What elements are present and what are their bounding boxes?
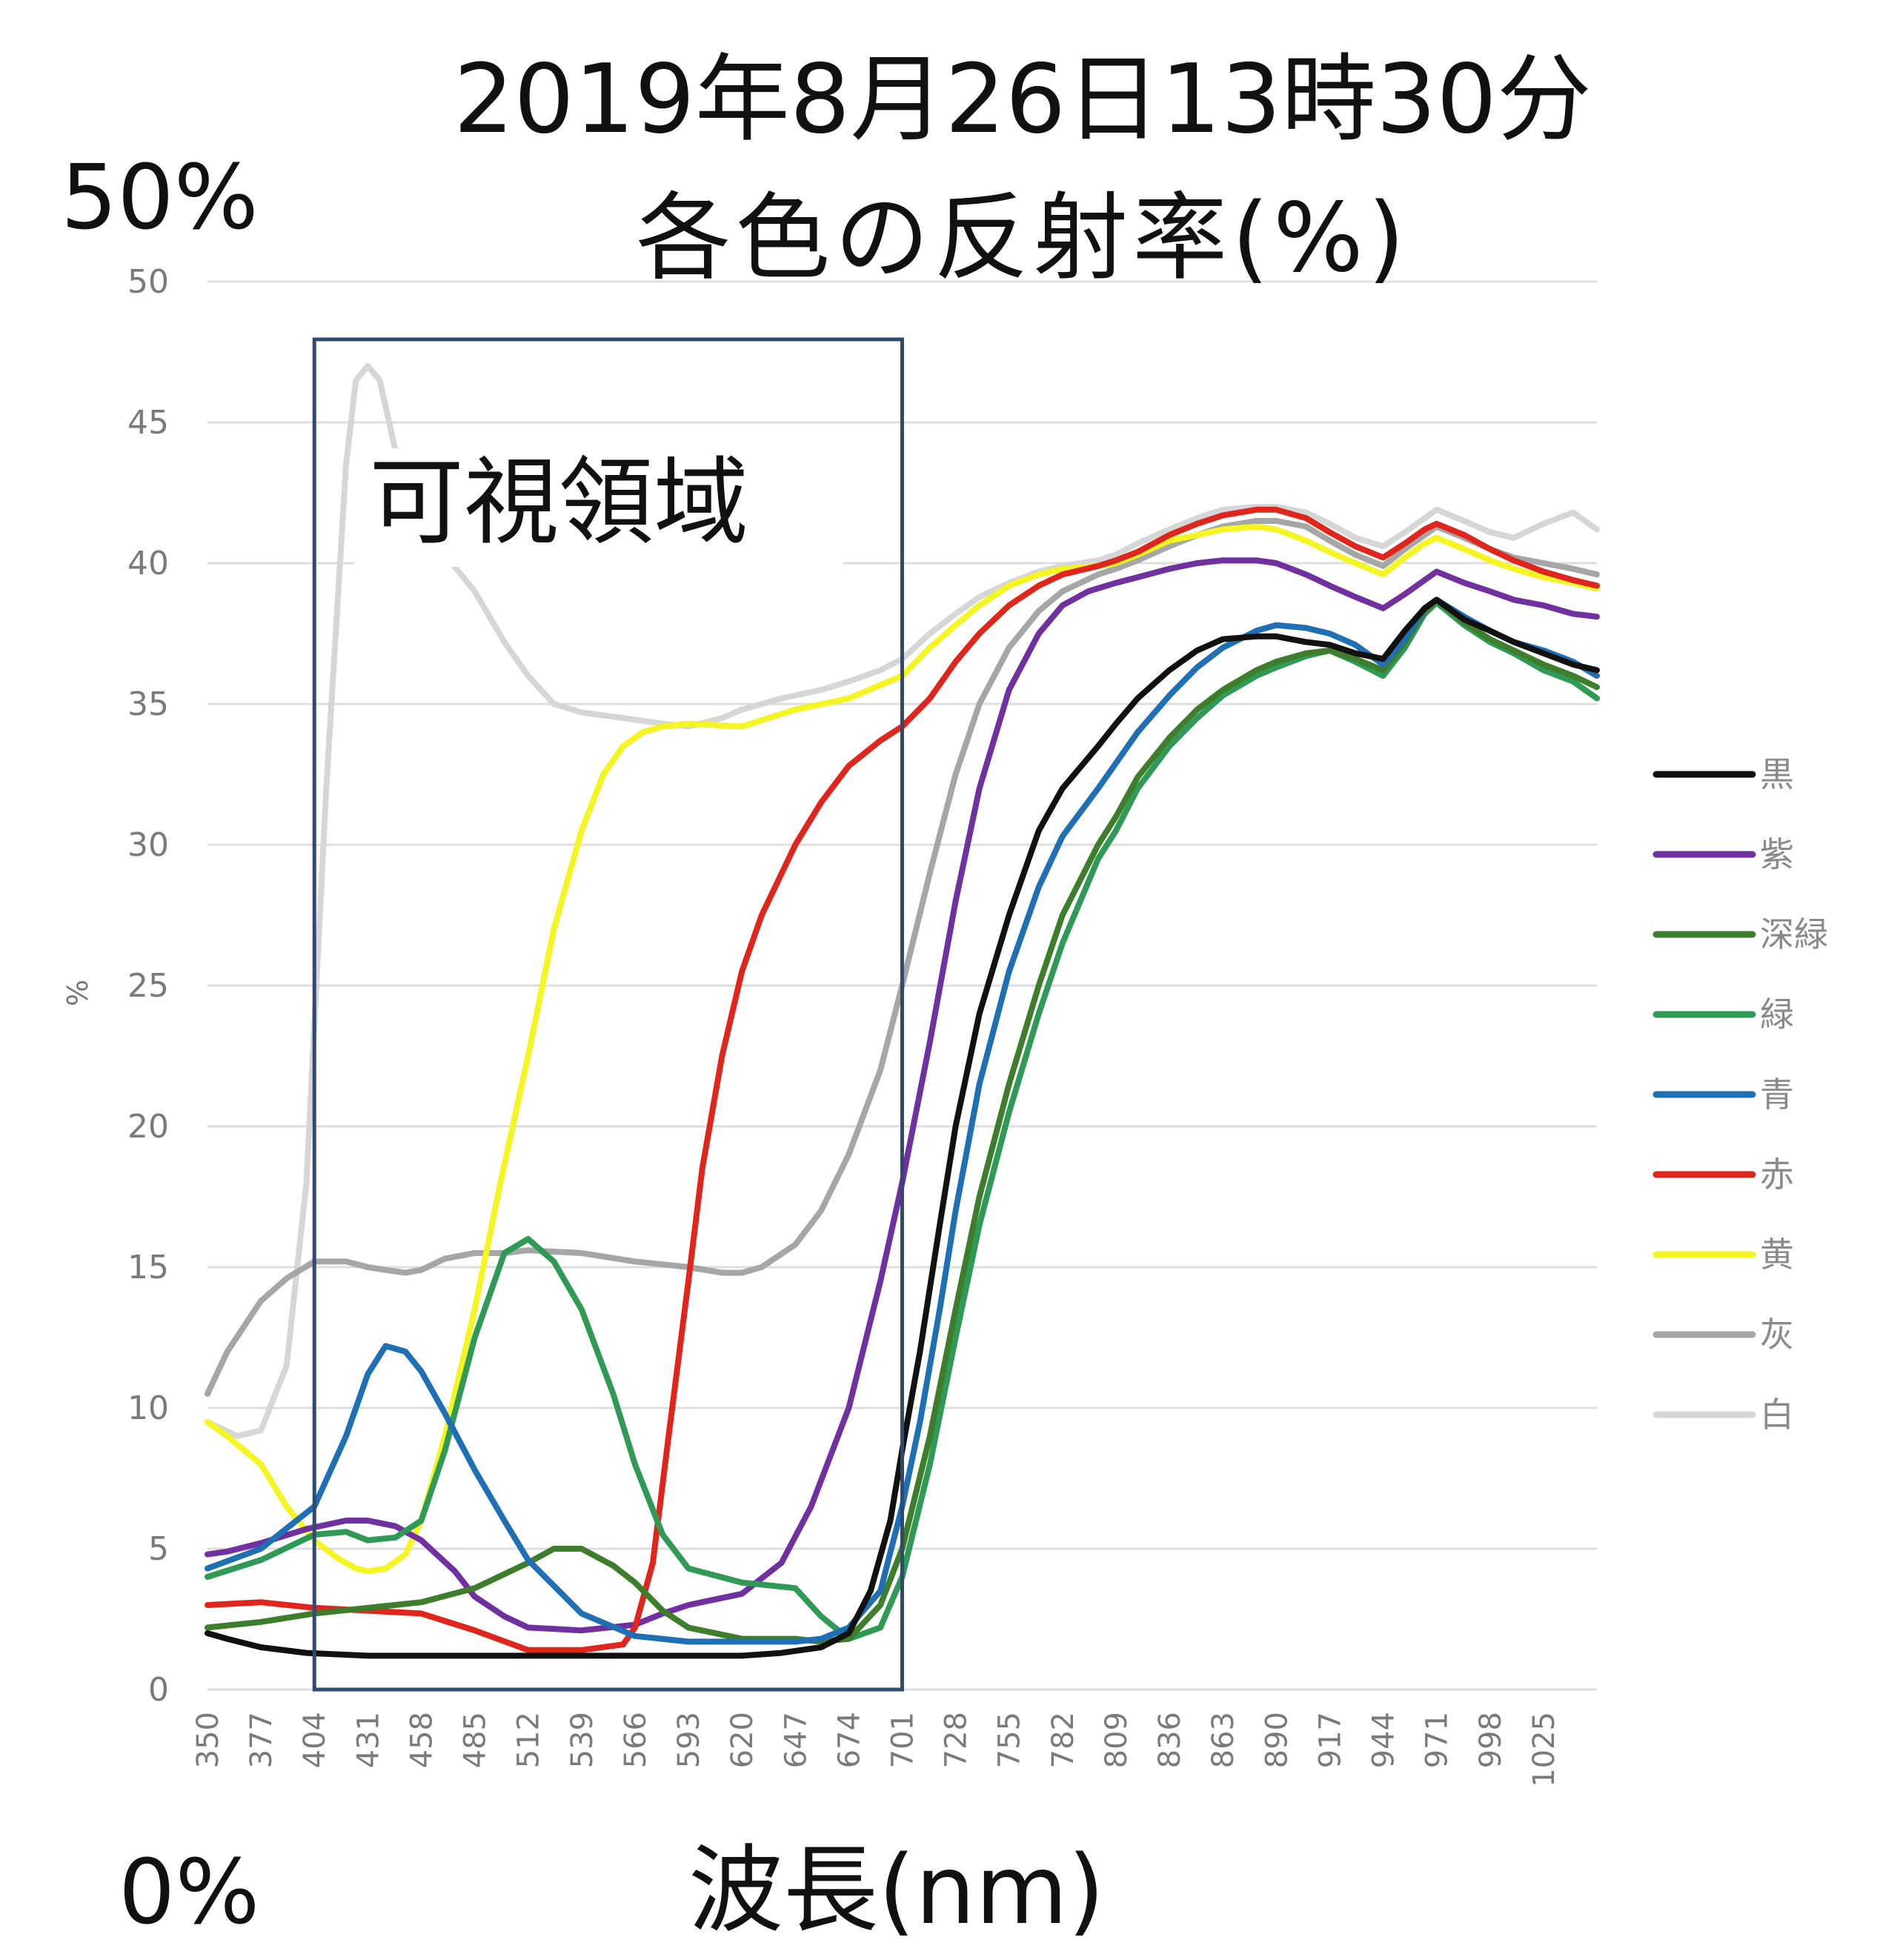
y-top-label: 50% — [61, 147, 259, 250]
x-tick-label: 620 — [725, 1712, 760, 1768]
x-tick-label: 512 — [512, 1712, 546, 1768]
y-bottom-label: 0% — [119, 1841, 259, 1944]
series-lines — [205, 363, 1600, 1659]
y-tick-label: 15 — [127, 1249, 169, 1286]
legend-label: 黒 — [1760, 754, 1794, 794]
y-tick-label: 5 — [148, 1530, 169, 1568]
y-tick-label: 50 — [127, 263, 169, 301]
x-tick-label: 566 — [619, 1712, 653, 1768]
series-line-7 — [205, 518, 1600, 1397]
x-tick-label: 647 — [779, 1712, 813, 1768]
legend-label: 紫 — [1760, 834, 1794, 874]
visible-region-label: 可視領域 — [369, 448, 748, 558]
y-axis-label: % — [62, 980, 94, 1006]
series-line-1 — [205, 557, 1600, 1634]
x-tick-label: 539 — [565, 1712, 599, 1768]
x-tick-label: 593 — [672, 1712, 706, 1768]
x-tick-label: 917 — [1313, 1712, 1347, 1768]
legend-label: 深緑 — [1760, 914, 1828, 954]
x-tick-label: 485 — [459, 1712, 493, 1768]
x-tick-label: 377 — [245, 1712, 279, 1768]
y-tick-label: 10 — [127, 1389, 169, 1427]
y-tick-label: 35 — [127, 685, 169, 723]
x-tick-label: 863 — [1206, 1712, 1240, 1768]
x-tick-label: 944 — [1367, 1712, 1401, 1768]
x-tick-label: 971 — [1421, 1712, 1455, 1768]
chart-subtitle: 各色の反射率(%) — [636, 183, 1409, 293]
x-tick-label: 1025 — [1527, 1712, 1561, 1787]
x-tick-label: 809 — [1100, 1712, 1134, 1768]
x-tick-label: 458 — [405, 1712, 439, 1768]
x-tick-label: 674 — [832, 1712, 866, 1768]
legend-label: 赤 — [1760, 1155, 1794, 1195]
legend-label: 緑 — [1760, 994, 1794, 1034]
x-tick-label: 404 — [298, 1712, 332, 1768]
visible-region-label-bg — [354, 448, 843, 567]
y-tick-label: 40 — [127, 545, 169, 582]
y-tick-label: 45 — [127, 404, 169, 442]
y-tick-labels: 0 5 10 15 20 25 30 35 40 45 50 — [127, 263, 169, 1709]
legend-label: 青 — [1760, 1074, 1794, 1114]
legend-label: 黄 — [1760, 1235, 1794, 1275]
visible-region-box — [312, 337, 904, 1692]
legend-label: 灰 — [1760, 1315, 1794, 1355]
x-tick-label: 701 — [886, 1712, 920, 1768]
x-tick-label: 350 — [191, 1712, 225, 1768]
x-tick-labels: 350 377 404 431 458 485 512 539 566 593 620 647 674 7… — [191, 1712, 1561, 1787]
x-tick-label: 755 — [993, 1712, 1027, 1768]
y-tick-label: 0 — [148, 1671, 169, 1709]
x-tick-label: 998 — [1474, 1712, 1508, 1768]
x-tick-label: 782 — [1046, 1712, 1080, 1768]
x-axis-label: 波長(nm) — [688, 1836, 1105, 1946]
legend-label: 白 — [1760, 1395, 1794, 1435]
chart-title: 2019年8月26日13時30分 — [454, 44, 1592, 155]
series-line-3 — [205, 599, 1600, 1642]
y-tick-label: 30 — [127, 826, 169, 864]
series-line-6 — [205, 523, 1600, 1575]
series-line-5 — [205, 506, 1600, 1653]
series-line-4 — [205, 597, 1600, 1645]
x-tick-label: 836 — [1153, 1712, 1187, 1768]
x-tick-label: 431 — [351, 1712, 385, 1768]
series-line-0 — [205, 597, 1600, 1659]
y-tick-label: 25 — [127, 967, 169, 1005]
x-tick-label: 890 — [1260, 1712, 1294, 1768]
x-tick-label: 728 — [940, 1712, 974, 1768]
y-tick-label: 20 — [127, 1108, 169, 1146]
